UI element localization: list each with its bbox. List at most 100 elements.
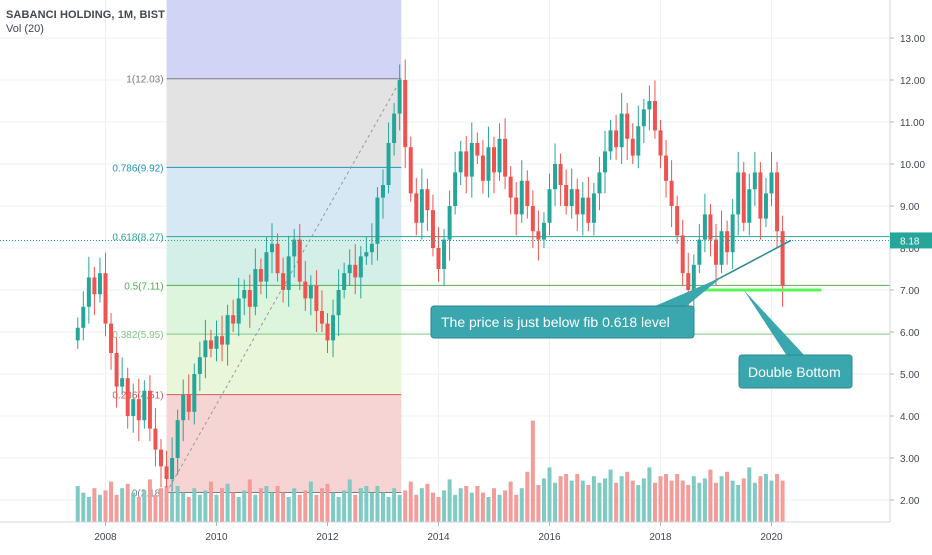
callout-box	[738, 354, 853, 389]
candle-body	[514, 197, 519, 215]
candle-body	[503, 138, 508, 177]
volume-bar	[553, 482, 558, 522]
volume-bar	[447, 479, 452, 522]
candle-body	[325, 323, 330, 341]
candle-body	[652, 101, 657, 131]
candle-body	[691, 264, 696, 290]
candle-body	[164, 466, 169, 479]
volume-bar	[780, 480, 785, 522]
price-axis-label: 8.00	[900, 244, 920, 255]
candle-body	[131, 399, 136, 416]
callout-text-fib: The price is just below fib 0.618 level	[441, 314, 670, 330]
fib-zone	[166, 167, 402, 237]
last-price-label: 8.18	[900, 236, 920, 247]
volume-bar	[81, 492, 86, 522]
candle-body	[147, 390, 152, 429]
candle-body	[292, 239, 297, 257]
volume-bar	[641, 478, 646, 522]
volume-bar	[275, 486, 280, 522]
candle-body	[197, 357, 202, 374]
candle-body	[780, 231, 785, 286]
candle-body	[86, 277, 91, 307]
candle-body	[536, 231, 541, 240]
volume-bar	[369, 492, 374, 522]
volume-bar	[186, 497, 191, 522]
volume-bar	[97, 494, 102, 522]
volume-bar	[564, 474, 569, 522]
candle-body	[641, 109, 646, 127]
volume-indicator-label[interactable]: Vol (20)	[6, 23, 44, 35]
volume-bar	[575, 474, 580, 522]
candle-body	[447, 206, 452, 240]
candle-body	[580, 197, 585, 215]
price-axis-label: 4.00	[900, 412, 920, 423]
volume-bar	[497, 494, 502, 522]
time-axis-label: 2014	[427, 532, 450, 543]
volume-bar	[153, 494, 158, 522]
volume-bar	[741, 478, 746, 522]
candle-body	[758, 172, 763, 219]
volume-bar	[569, 480, 574, 522]
volume-bar	[492, 488, 496, 522]
volume-bar	[558, 476, 563, 522]
candle-body	[181, 395, 186, 421]
candle-body	[469, 143, 474, 177]
volume-bar	[469, 492, 474, 522]
symbol-title[interactable]: SABANCI HOLDING, 1M, BIST	[6, 9, 165, 21]
volume-bar	[536, 485, 541, 522]
fib-level-label: 0.236(4.51)	[112, 391, 163, 402]
candle-body	[664, 155, 669, 181]
candle-body	[630, 138, 635, 156]
candle-body	[736, 172, 741, 215]
candle-body	[614, 130, 619, 148]
candle-body	[680, 235, 685, 274]
candle-body	[508, 176, 513, 198]
candle-body	[775, 172, 780, 232]
volume-bar	[697, 482, 702, 522]
volume-bar	[614, 482, 619, 522]
volume-bar	[114, 494, 119, 522]
volume-bar	[131, 492, 136, 522]
volume-bar	[586, 485, 591, 522]
volume-bar	[125, 483, 130, 522]
candle-body	[719, 231, 724, 265]
candle-body	[669, 180, 674, 206]
candle-body	[675, 206, 680, 236]
candle-body	[702, 214, 707, 240]
candle-body	[486, 147, 491, 181]
candle-body	[525, 180, 530, 206]
candle-body	[492, 147, 496, 173]
candle-body	[136, 399, 141, 421]
candle-body	[208, 340, 213, 349]
candle-body	[192, 374, 197, 412]
volume-bar	[680, 480, 685, 522]
candle-body	[608, 130, 613, 152]
candle-body	[697, 239, 702, 265]
volume-bar	[353, 494, 358, 522]
volume-bar	[664, 474, 669, 522]
volume-bar	[347, 479, 352, 522]
candle-body	[258, 269, 263, 282]
volume-bar	[175, 486, 180, 522]
candle-body	[619, 113, 624, 148]
volume-bar	[375, 486, 380, 522]
volume-bar	[475, 486, 480, 522]
volume-bar	[281, 492, 286, 522]
candle-body	[414, 193, 419, 223]
volume-bar	[503, 490, 508, 522]
volume-bar	[136, 497, 141, 522]
volume-bar	[392, 488, 397, 522]
volume-bar	[630, 480, 635, 522]
fib-zone-top	[166, 0, 402, 79]
candle-body	[586, 197, 591, 223]
volume-bar	[214, 494, 219, 522]
candle-body	[408, 147, 413, 194]
volume-bar	[508, 481, 513, 522]
callout-box	[430, 305, 695, 339]
candle-body	[458, 151, 463, 173]
candle-body	[170, 458, 175, 479]
candle-body	[558, 164, 563, 185]
candle-body	[253, 269, 258, 307]
time-axis-label: 2020	[760, 532, 783, 543]
